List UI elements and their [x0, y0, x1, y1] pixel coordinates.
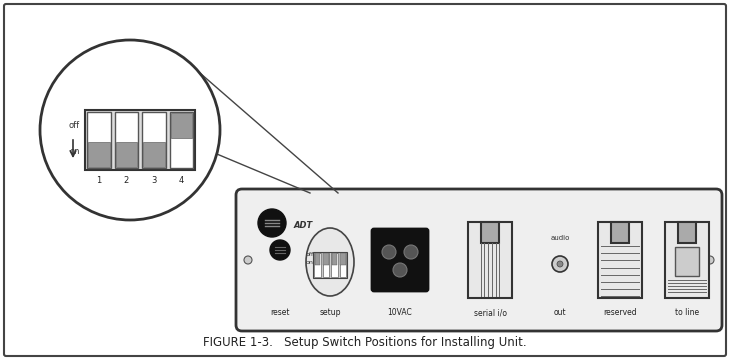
Bar: [115, 142, 137, 167]
Circle shape: [258, 209, 286, 237]
Circle shape: [382, 245, 396, 259]
Bar: [171, 113, 192, 138]
Text: 4: 4: [179, 176, 184, 185]
Bar: [85, 110, 195, 170]
Text: FIGURE 1-3.   Setup Switch Positions for Installing Unit.: FIGURE 1-3. Setup Switch Positions for I…: [203, 336, 527, 349]
Text: to line: to line: [675, 308, 699, 317]
Text: off: off: [69, 121, 80, 130]
Bar: [143, 142, 164, 167]
FancyBboxPatch shape: [236, 189, 722, 331]
Bar: [323, 253, 329, 277]
Circle shape: [706, 256, 714, 264]
Circle shape: [404, 245, 418, 259]
Bar: [677, 222, 696, 243]
Bar: [339, 253, 346, 277]
Text: on: on: [69, 148, 80, 157]
Circle shape: [393, 263, 407, 277]
Text: audio: audio: [550, 235, 569, 241]
Text: 10VAC: 10VAC: [388, 308, 412, 317]
Circle shape: [244, 256, 252, 264]
Text: reserved: reserved: [603, 308, 637, 317]
Bar: [331, 253, 337, 277]
Bar: [87, 112, 110, 168]
Text: 1: 1: [96, 176, 101, 185]
Text: out: out: [553, 308, 566, 317]
Circle shape: [557, 261, 563, 267]
Bar: [340, 253, 345, 265]
Circle shape: [270, 240, 290, 260]
Text: 2: 2: [123, 176, 129, 185]
Bar: [468, 222, 512, 298]
FancyBboxPatch shape: [372, 229, 428, 291]
Circle shape: [40, 40, 220, 220]
Bar: [315, 253, 320, 265]
Circle shape: [552, 256, 568, 272]
Bar: [611, 222, 629, 243]
Text: 3: 3: [151, 176, 156, 185]
Text: on: on: [306, 260, 314, 265]
Bar: [481, 222, 499, 243]
Bar: [169, 112, 193, 168]
Bar: [665, 222, 709, 298]
Bar: [313, 252, 347, 278]
Text: serial i/o: serial i/o: [474, 308, 507, 317]
Bar: [675, 247, 699, 276]
Bar: [323, 253, 329, 265]
Text: setup: setup: [319, 308, 341, 317]
FancyBboxPatch shape: [4, 4, 726, 356]
Text: off: off: [306, 252, 314, 256]
Bar: [314, 253, 320, 277]
Bar: [598, 222, 642, 298]
Text: reset: reset: [270, 308, 290, 317]
Bar: [331, 253, 337, 265]
Bar: [115, 112, 138, 168]
Text: ADT: ADT: [294, 220, 313, 230]
Bar: [88, 142, 110, 167]
Ellipse shape: [306, 228, 354, 296]
Bar: [142, 112, 166, 168]
